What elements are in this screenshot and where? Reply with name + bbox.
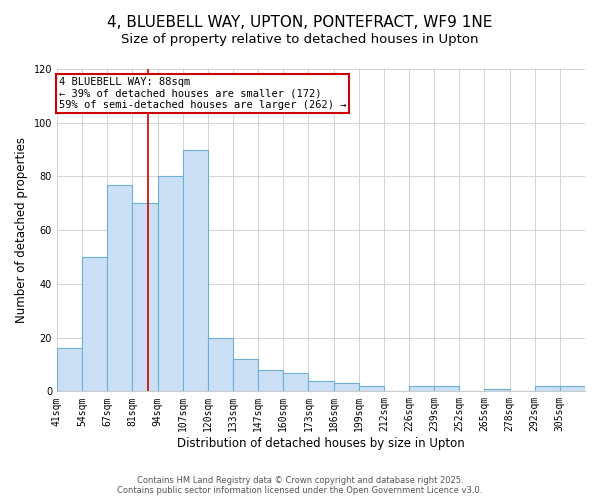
Bar bbox=[208, 338, 233, 392]
Bar bbox=[107, 184, 133, 392]
Bar bbox=[57, 348, 82, 392]
Bar bbox=[233, 359, 258, 392]
X-axis label: Distribution of detached houses by size in Upton: Distribution of detached houses by size … bbox=[177, 437, 465, 450]
Bar bbox=[359, 386, 384, 392]
Text: Contains HM Land Registry data © Crown copyright and database right 2025.
Contai: Contains HM Land Registry data © Crown c… bbox=[118, 476, 482, 495]
Bar bbox=[535, 386, 560, 392]
Y-axis label: Number of detached properties: Number of detached properties bbox=[15, 137, 28, 323]
Bar bbox=[434, 386, 459, 392]
Bar bbox=[158, 176, 182, 392]
Bar bbox=[334, 384, 359, 392]
Text: 4, BLUEBELL WAY, UPTON, PONTEFRACT, WF9 1NE: 4, BLUEBELL WAY, UPTON, PONTEFRACT, WF9 … bbox=[107, 15, 493, 30]
Bar bbox=[133, 204, 158, 392]
Bar bbox=[484, 388, 509, 392]
Bar bbox=[283, 372, 308, 392]
Bar bbox=[409, 386, 434, 392]
Bar bbox=[182, 150, 208, 392]
Bar bbox=[560, 386, 585, 392]
Bar bbox=[308, 380, 334, 392]
Text: Size of property relative to detached houses in Upton: Size of property relative to detached ho… bbox=[121, 32, 479, 46]
Text: 4 BLUEBELL WAY: 88sqm
← 39% of detached houses are smaller (172)
59% of semi-det: 4 BLUEBELL WAY: 88sqm ← 39% of detached … bbox=[59, 77, 346, 110]
Bar bbox=[82, 257, 107, 392]
Bar bbox=[258, 370, 283, 392]
